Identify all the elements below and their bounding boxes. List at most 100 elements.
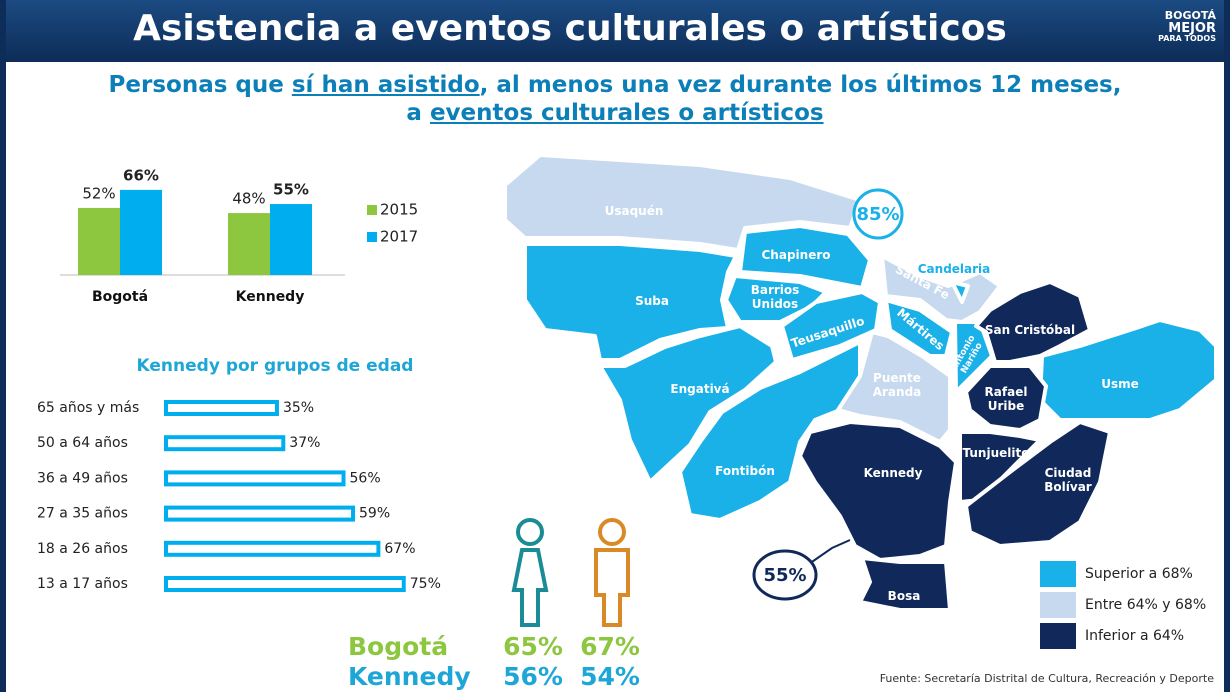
icon-head [516, 518, 544, 546]
legend-swatch [1040, 561, 1076, 587]
locality [1038, 318, 1218, 422]
subtitle-segment: , al menos una vez durante los últimos 1… [479, 72, 1122, 98]
bar [120, 189, 162, 275]
locality-label: San Cristóbal [984, 323, 1076, 338]
bar [164, 470, 346, 487]
legend-swatch [367, 205, 377, 215]
locality [738, 224, 872, 290]
locality [598, 324, 778, 484]
locality [884, 298, 954, 358]
logo-line: MEJOR [1168, 20, 1216, 36]
data-label: 48% [232, 190, 265, 208]
legend-swatch [1040, 623, 1076, 649]
y-tick-label: 65 años y más [37, 400, 139, 416]
locality [836, 330, 952, 444]
y-tick-label: 50 a 64 años [37, 435, 128, 451]
border [0, 0, 6, 692]
logo: BOGOTÁ MEJOR PARA TODOS [1158, 10, 1216, 44]
locality [880, 254, 1002, 324]
locality-label: Usme [1101, 377, 1139, 392]
male-icon [594, 518, 630, 627]
legend-label: 2015 [380, 201, 418, 219]
locality [503, 153, 862, 252]
locality-label: Suba [635, 294, 669, 309]
legend-label: 2017 [380, 228, 418, 246]
locality [953, 320, 994, 394]
legend-label: Entre 64% y 68% [1085, 597, 1206, 613]
y-tick-label: 36 a 49 años [37, 470, 128, 486]
logo-line: BOGOTÁ [1164, 9, 1216, 22]
data-label: 37% [289, 435, 320, 451]
icon-body [594, 548, 630, 627]
callout-label: 85% [856, 204, 899, 225]
locality [964, 364, 1048, 432]
subtitle-segment: a [406, 100, 430, 126]
border [1224, 0, 1230, 692]
legend-swatch [367, 232, 377, 242]
bar [164, 400, 279, 416]
female-icon [511, 518, 549, 627]
locality [523, 242, 738, 362]
gender-male-value: 54% [580, 662, 640, 691]
locality-label: Chapinero [761, 248, 831, 263]
data-label: 56% [350, 470, 381, 486]
chart-title: Kennedy por grupos de edad [137, 356, 414, 376]
locality [950, 280, 970, 304]
locality-label: Fontibón [715, 464, 775, 479]
bar [78, 207, 120, 275]
locality-label: Bosa [887, 589, 921, 604]
locality-label: Candelaria [917, 262, 991, 277]
locality-label: Ciudad Bolívar [1044, 466, 1092, 494]
icon-head [598, 518, 626, 546]
callout-label: 55% [763, 565, 806, 586]
y-tick-label: 18 a 26 años [37, 541, 128, 557]
legend-label: Superior a 68% [1085, 566, 1193, 582]
locality [798, 420, 958, 562]
bar [270, 204, 312, 275]
bar [228, 213, 270, 275]
locality-label: Rafael Uribe [984, 385, 1028, 413]
y-tick-label: 13 a 17 años [37, 576, 128, 592]
callout-circle [752, 549, 818, 601]
logo-line: PARA TODOS [1158, 34, 1216, 44]
y-tick-label: 27 a 35 años [37, 506, 128, 522]
subtitle-line: a eventos culturales o artísticos [0, 100, 1230, 126]
x-tick-label: Bogotá [92, 289, 148, 305]
bar [164, 576, 406, 592]
gender-male-value: 67% [580, 632, 640, 661]
gender-row-name: Bogotá [348, 632, 448, 661]
x-tick-label: Kennedy [236, 289, 305, 305]
source: Fuente: Secretaría Distrital de Cultura,… [880, 672, 1215, 685]
gender-female-value: 56% [503, 662, 563, 691]
header-band [0, 0, 1230, 62]
locality-label: Usaquén [604, 204, 664, 219]
subtitle-line: Personas que sí han asistido, al menos u… [0, 72, 1230, 98]
data-label: 67% [384, 541, 415, 557]
locality-label: Puente Aranda [872, 371, 922, 399]
locality [858, 556, 952, 612]
callout-circle [852, 188, 904, 240]
bar [164, 505, 356, 522]
bar [164, 540, 381, 557]
data-label: 59% [359, 506, 390, 522]
subtitle-segment: eventos culturales o artísticos [429, 100, 824, 126]
locality-label: Tunjuelito [962, 446, 1030, 461]
data-label: 66% [123, 166, 159, 184]
locality [974, 280, 1092, 364]
locality-label: Kennedy [863, 466, 923, 481]
page-title: Asistencia a eventos culturales o artíst… [133, 8, 1007, 49]
callout-leader [805, 539, 851, 567]
subtitle-segment: sí han asistido [291, 72, 480, 98]
data-label: 52% [82, 184, 115, 202]
locality [958, 430, 1042, 504]
icon-body [511, 548, 549, 627]
data-label: 35% [283, 400, 314, 416]
data-label: 75% [410, 576, 441, 592]
data-label: 55% [273, 181, 309, 199]
bar [164, 435, 286, 452]
subtitle-segment: Personas que [108, 72, 292, 98]
locality [780, 290, 882, 362]
locality [964, 420, 1112, 548]
